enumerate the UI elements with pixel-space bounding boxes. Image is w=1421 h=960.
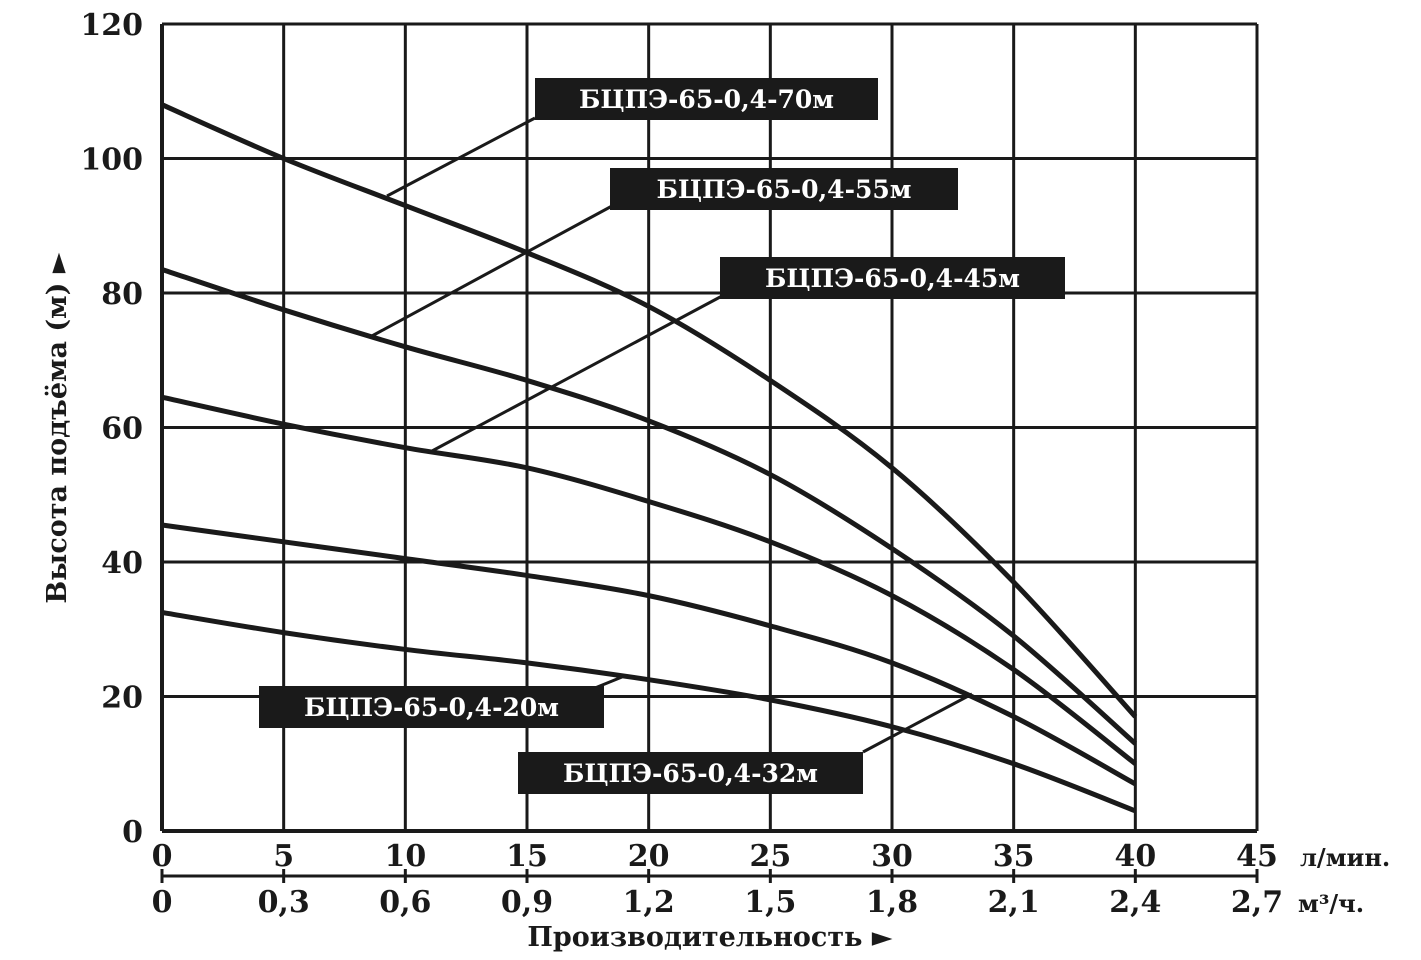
series-label-box bbox=[610, 168, 958, 210]
series-label-box bbox=[259, 686, 604, 728]
series-line-3 bbox=[161, 522, 1137, 787]
series-line-1 bbox=[161, 267, 1137, 746]
y-tick-label: 100 bbox=[80, 143, 143, 178]
x2-unit-label: м³/ч. bbox=[1298, 889, 1364, 918]
y-tick-label: 80 bbox=[101, 277, 143, 312]
x2-tick-label: 0,6 bbox=[379, 885, 431, 920]
x2-tick-label: 1,5 bbox=[744, 885, 796, 920]
series-label-text: БЦПЭ-65-0,4-20м bbox=[304, 693, 559, 722]
x2-tick-label: 0 bbox=[152, 885, 173, 920]
x-unit-label: л/мин. bbox=[1300, 843, 1390, 872]
series-line-4 bbox=[161, 609, 1137, 814]
x2-tick-label: 2,4 bbox=[1109, 885, 1161, 920]
y-tick-label: 120 bbox=[80, 8, 143, 43]
y-tick-label: 0 bbox=[122, 815, 143, 850]
x2-tick-label: 1,2 bbox=[623, 885, 675, 920]
y-tick-label: 60 bbox=[101, 412, 143, 447]
curves bbox=[160, 102, 1138, 814]
x-tick-label: 30 bbox=[871, 839, 913, 874]
series-label-box bbox=[518, 752, 863, 794]
label-leader-line bbox=[386, 116, 536, 198]
x2-tick-label: 0,3 bbox=[258, 885, 310, 920]
series-label-text: БЦПЭ-65-0,4-70м bbox=[579, 85, 834, 114]
series-line-2 bbox=[161, 394, 1137, 766]
y-tick-label: 20 bbox=[101, 681, 143, 716]
series-label-box bbox=[720, 257, 1065, 299]
x-axis-title: Производительность ► bbox=[527, 922, 892, 953]
label-leaders bbox=[369, 116, 973, 754]
label-leader-line bbox=[369, 204, 613, 339]
x2-tick-label: 2,7 bbox=[1231, 885, 1283, 920]
series-line-0 bbox=[160, 102, 1138, 719]
x2-tick-label: 0,9 bbox=[501, 885, 553, 920]
series-label-text: БЦПЭ-65-0,4-55м bbox=[657, 175, 912, 204]
x2-tick-label: 1,8 bbox=[866, 885, 918, 920]
series-label-text: БЦПЭ-65-0,4-32м bbox=[563, 759, 818, 788]
x-tick-label: 20 bbox=[628, 839, 670, 874]
x-tick-label: 45 bbox=[1236, 839, 1278, 874]
x-tick-label: 10 bbox=[384, 839, 426, 874]
series-label-box bbox=[535, 78, 878, 120]
x-tick-label: 25 bbox=[749, 839, 791, 874]
label-leader-line bbox=[431, 294, 723, 453]
x-tick-label: 35 bbox=[993, 839, 1035, 874]
x-tick-label: 15 bbox=[506, 839, 548, 874]
x2-tick-label: 2,1 bbox=[988, 885, 1040, 920]
series-label-text: БЦПЭ-65-0,4-45м bbox=[765, 264, 1020, 293]
x-tick-label: 5 bbox=[273, 839, 294, 874]
series-labels: БЦПЭ-65-0,4-70м БЦПЭ-65-0,4-55м БЦПЭ-65-0,… bbox=[259, 78, 1065, 794]
x-tick-label: 40 bbox=[1114, 839, 1156, 874]
tick-labels: 0 20 40 60 80 100 120 0 5 10 15 20 25 30 35 40 45 0 0,3 0,6… bbox=[80, 8, 1283, 920]
y-tick-label: 40 bbox=[101, 546, 143, 581]
y-axis-title: Высота подъёма (м) ► bbox=[42, 252, 73, 603]
x-tick-label: 0 bbox=[152, 839, 173, 874]
label-leader-line bbox=[862, 692, 973, 754]
